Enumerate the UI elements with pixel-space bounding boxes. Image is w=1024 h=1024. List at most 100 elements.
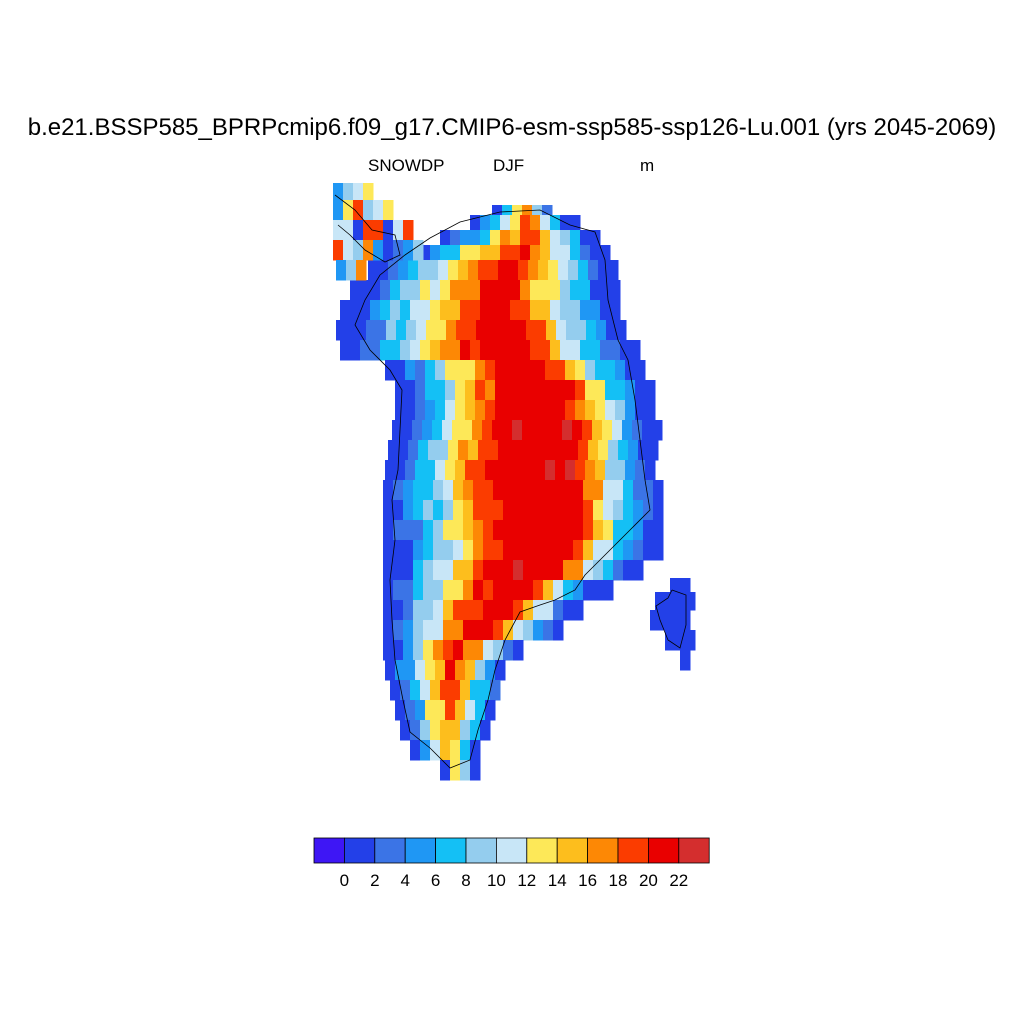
- map-cell: [490, 680, 501, 701]
- map-cell: [395, 460, 406, 481]
- map-cell: [523, 620, 534, 641]
- colorbar-tick-label: 12: [517, 871, 536, 890]
- map-cell: [455, 380, 466, 401]
- map-cell: [403, 580, 414, 601]
- units-label: m: [640, 156, 655, 175]
- map-cell: [430, 740, 441, 761]
- map-cell: [520, 230, 531, 246]
- colorbar-box: [617, 837, 649, 864]
- map-cell: [400, 720, 411, 741]
- map-cell: [393, 620, 404, 641]
- map-cell: [405, 460, 416, 481]
- map-cell: [553, 620, 564, 641]
- map-cell: [400, 680, 411, 701]
- map-cell: [490, 230, 501, 246]
- coastline-path: [354, 209, 651, 769]
- map-cell: [413, 640, 424, 661]
- map-cell: [558, 440, 569, 461]
- map-cell: [430, 300, 441, 321]
- map-cell: [403, 500, 414, 521]
- map-cell: [505, 460, 516, 481]
- map-cell: [520, 300, 531, 321]
- map-cell: [542, 205, 553, 216]
- map-cell: [436, 320, 447, 341]
- map-cell: [625, 400, 636, 421]
- map-cell: [613, 500, 624, 521]
- map-cell: [670, 610, 681, 631]
- map-cell: [500, 215, 511, 231]
- map-cell: [545, 360, 556, 381]
- map-cell: [413, 240, 424, 261]
- map-cell: [503, 620, 514, 641]
- map-cell: [533, 500, 544, 521]
- map-cell: [500, 230, 511, 246]
- map-cell: [460, 230, 471, 246]
- coastline-path: [655, 589, 687, 649]
- map-cell: [633, 520, 644, 541]
- colorbar-tick-label: 10: [487, 871, 506, 890]
- map-cell: [360, 280, 371, 301]
- map-cell: [545, 400, 556, 421]
- map-cell: [503, 500, 514, 521]
- map-cell: [570, 230, 581, 246]
- map-cell: [440, 300, 451, 321]
- map-cell: [418, 440, 429, 461]
- map-cell: [568, 260, 579, 281]
- map-cell: [403, 620, 414, 641]
- map-cell: [473, 540, 484, 561]
- map-cell: [563, 560, 574, 581]
- map-cell: [512, 420, 523, 441]
- map-cell: [405, 660, 416, 681]
- map-cell: [403, 640, 414, 661]
- map-cell: [492, 205, 503, 216]
- map-cell: [543, 580, 554, 601]
- map-cell: [445, 660, 456, 681]
- map-cell: [566, 320, 577, 341]
- map-cell: [478, 440, 489, 461]
- map-cell: [593, 480, 604, 501]
- map-cell: [450, 300, 461, 321]
- map-cell: [405, 400, 416, 421]
- map-cell: [550, 230, 561, 246]
- map-cell: [425, 700, 436, 721]
- map-cell: [403, 560, 414, 581]
- map-cell: [590, 300, 601, 321]
- map-cell: [363, 220, 374, 241]
- map-cell: [415, 700, 426, 721]
- map-cell: [430, 340, 441, 361]
- colorbar-tick-label: 22: [669, 871, 688, 890]
- map-cell: [593, 560, 604, 581]
- map-cell: [445, 460, 456, 481]
- colorbar-box: [678, 837, 710, 864]
- map-cell: [493, 640, 504, 661]
- map-cell: [540, 215, 551, 231]
- map-cell: [585, 360, 596, 381]
- map-cell: [513, 560, 524, 581]
- map-cell: [482, 420, 493, 441]
- map-cell: [383, 520, 394, 541]
- map-cell: [613, 560, 624, 581]
- map-cell: [418, 260, 429, 281]
- map-cell: [523, 600, 534, 621]
- map-cell: [393, 640, 404, 661]
- map-cell: [450, 720, 461, 741]
- map-cell: [395, 400, 406, 421]
- map-cell: [463, 500, 474, 521]
- map-cell: [530, 215, 541, 231]
- map-cell: [492, 420, 503, 441]
- map-cell: [453, 580, 464, 601]
- map-cell: [612, 420, 623, 441]
- map-cell: [435, 400, 446, 421]
- map-cell: [438, 260, 449, 281]
- map-cell: [533, 540, 544, 561]
- map-cell: [475, 460, 486, 481]
- map-cell: [430, 245, 441, 261]
- map-cell: [443, 500, 454, 521]
- map-cell: [643, 540, 654, 561]
- map-cell: [520, 245, 531, 261]
- map-cell: [510, 245, 521, 261]
- map-cell: [572, 420, 583, 441]
- map-cell: [353, 240, 364, 261]
- map-cell: [423, 560, 434, 581]
